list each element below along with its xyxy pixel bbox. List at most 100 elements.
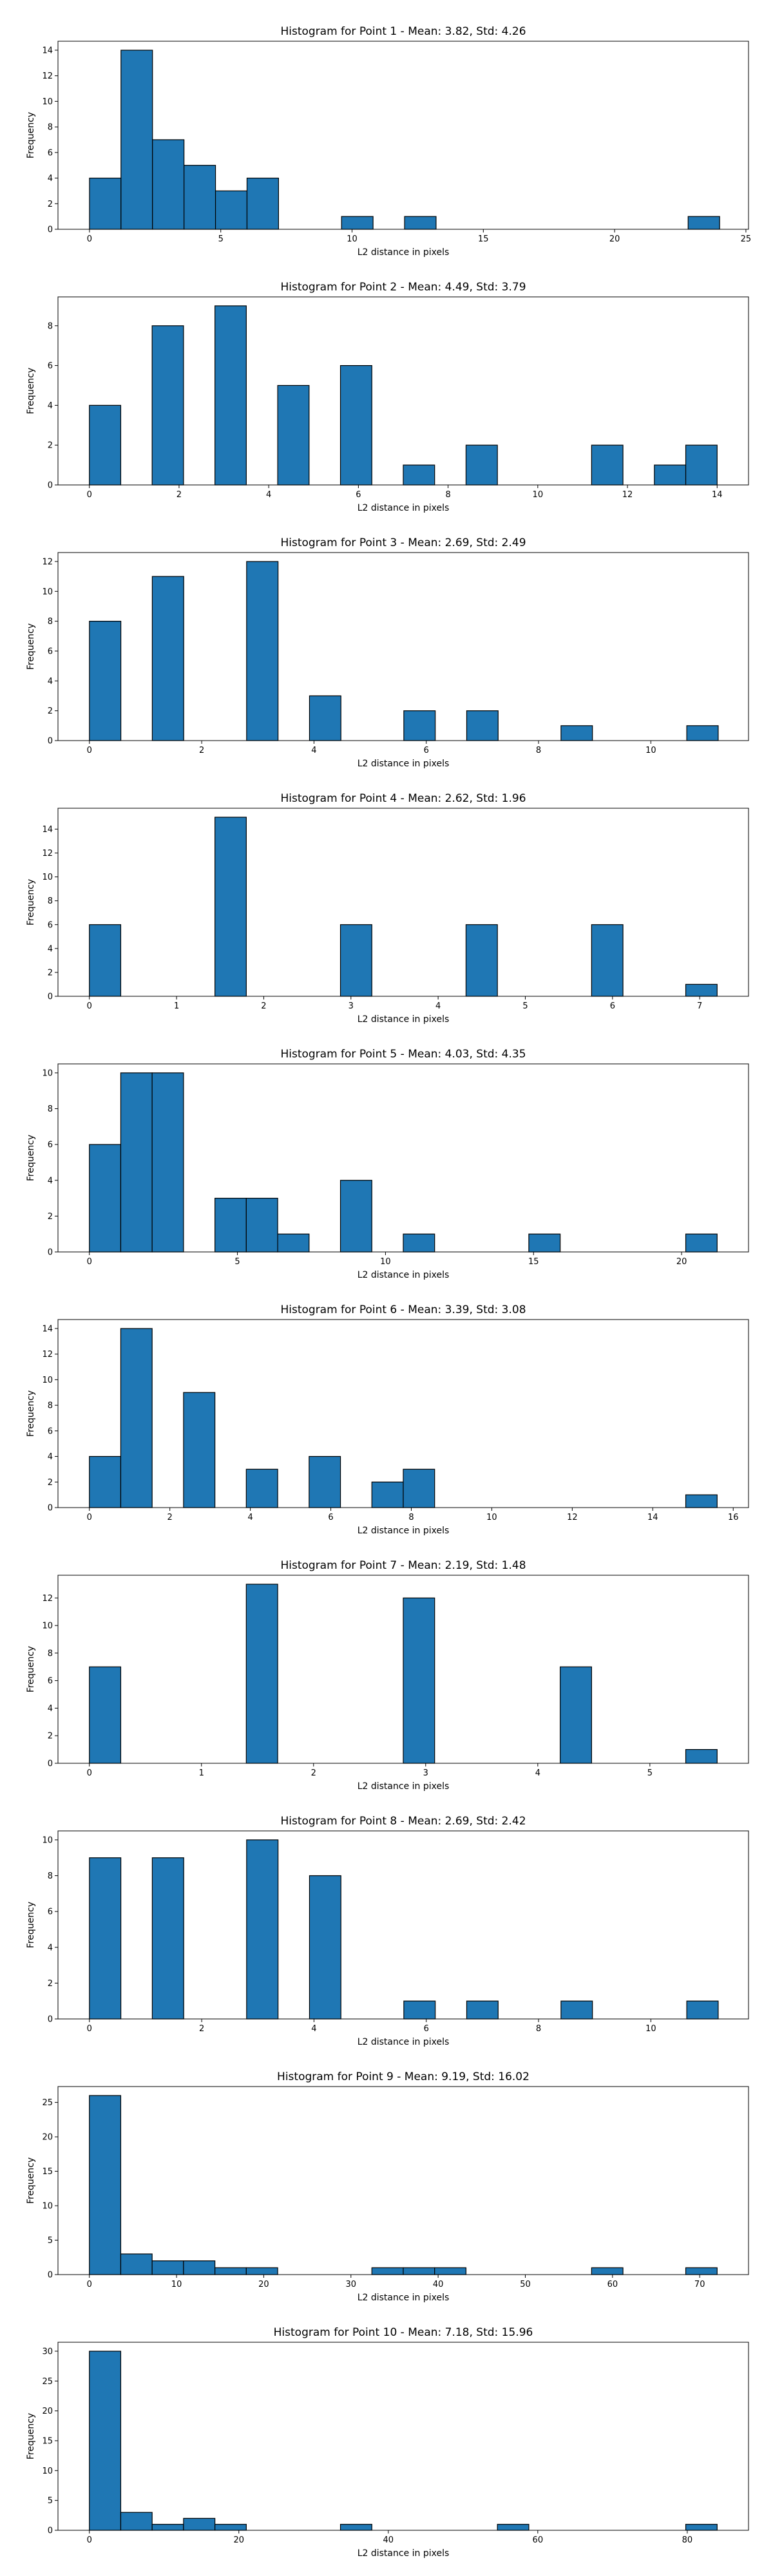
x-tick-label: 0 bbox=[87, 2024, 92, 2034]
histogram-bar bbox=[89, 924, 122, 997]
x-tick-label: 0 bbox=[87, 746, 92, 755]
x-tick-label: 10 bbox=[380, 1257, 391, 1267]
y-tick-label: 0 bbox=[48, 2271, 53, 2280]
axes-frame bbox=[57, 1319, 749, 1508]
histogram-bar bbox=[89, 2095, 122, 2275]
x-tick-label: 0 bbox=[87, 2535, 92, 2545]
y-tick-label: 0 bbox=[48, 481, 53, 491]
chart-title: Histogram for Point 2 - Mean: 4.49, Std:… bbox=[280, 281, 526, 294]
chart-panel-10: Histogram for Point 10 - Mean: 7.18, Std… bbox=[26, 2326, 749, 2559]
x-tick-label: 0 bbox=[87, 1257, 92, 1267]
x-tick-label: 6 bbox=[424, 2024, 429, 2034]
x-tick-label: 50 bbox=[520, 2280, 531, 2289]
histogram-bar bbox=[89, 1857, 122, 2020]
axes-frame bbox=[57, 552, 749, 741]
chart-title: Histogram for Point 7 - Mean: 2.19, Std:… bbox=[280, 1559, 526, 1572]
histogram-bar bbox=[151, 1072, 184, 1253]
y-tick-label: 2 bbox=[48, 441, 53, 451]
histogram-bar bbox=[560, 725, 593, 741]
histogram-bar bbox=[685, 444, 718, 486]
y-tick-label: 0 bbox=[48, 2015, 53, 2025]
histogram-bar bbox=[404, 216, 437, 230]
x-tick-label: 0 bbox=[87, 1513, 92, 1522]
y-tick-label: 2 bbox=[48, 1732, 53, 1741]
y-tick-label: 4 bbox=[48, 1704, 53, 1714]
histogram-bar bbox=[591, 444, 624, 486]
x-tick-label: 4 bbox=[311, 746, 316, 755]
x-tick-label: 3 bbox=[348, 1001, 354, 1011]
y-axis-label: Frequency bbox=[26, 1135, 36, 1181]
y-tick-label: 14 bbox=[42, 1324, 53, 1334]
x-tick-label: 2 bbox=[261, 1001, 266, 1011]
y-tick-label: 4 bbox=[48, 401, 53, 411]
x-tick-label: 15 bbox=[528, 1257, 539, 1267]
histogram-bar bbox=[120, 2512, 153, 2531]
x-tick-label: 60 bbox=[533, 2535, 544, 2545]
histogram-bar bbox=[120, 1072, 153, 1253]
y-axis-label: Frequency bbox=[26, 2413, 36, 2459]
chart-title: Histogram for Point 9 - Mean: 9.19, Std:… bbox=[277, 2070, 530, 2083]
y-tick-label: 20 bbox=[42, 2407, 53, 2416]
y-tick-label: 6 bbox=[48, 920, 53, 930]
chart-panel-6: Histogram for Point 6 - Mean: 3.39, Std:… bbox=[26, 1303, 749, 1536]
chart-title: Histogram for Point 10 - Mean: 7.18, Std… bbox=[274, 2326, 533, 2339]
y-axis-label: Frequency bbox=[26, 879, 36, 925]
histogram-bar bbox=[246, 561, 279, 741]
x-tick-label: 4 bbox=[435, 1001, 441, 1011]
x-tick-label: 5 bbox=[218, 234, 224, 244]
x-tick-label: 8 bbox=[536, 2024, 541, 2034]
x-tick-label: 4 bbox=[247, 1513, 253, 1522]
histogram-bar bbox=[686, 2000, 719, 2020]
y-tick-label: 0 bbox=[48, 737, 53, 746]
y-tick-label: 6 bbox=[48, 1676, 53, 1686]
x-tick-label: 60 bbox=[607, 2280, 618, 2289]
chart-title: Histogram for Point 5 - Mean: 4.03, Std:… bbox=[280, 1048, 526, 1061]
histogram-bar bbox=[246, 1839, 279, 2020]
x-axis-label: L2 distance in pixels bbox=[358, 247, 450, 258]
x-tick-label: 7 bbox=[697, 1001, 702, 1011]
x-tick-label: 6 bbox=[424, 746, 429, 755]
histogram-bar bbox=[215, 305, 247, 486]
y-tick-label: 20 bbox=[42, 2133, 53, 2143]
y-tick-label: 8 bbox=[48, 123, 53, 133]
y-tick-label: 6 bbox=[48, 1908, 53, 1917]
y-tick-label: 2 bbox=[48, 200, 53, 209]
y-tick-label: 8 bbox=[48, 1104, 53, 1114]
histogram-bar bbox=[184, 165, 216, 230]
x-tick-label: 2 bbox=[199, 2024, 204, 2034]
x-tick-label: 6 bbox=[356, 490, 361, 500]
x-tick-label: 10 bbox=[645, 746, 656, 755]
y-tick-label: 8 bbox=[48, 1649, 53, 1658]
chart-panel-3: Histogram for Point 3 - Mean: 2.69, Std:… bbox=[26, 536, 749, 769]
histogram-bar bbox=[371, 2267, 404, 2275]
axes-frame bbox=[57, 296, 749, 486]
y-tick-label: 25 bbox=[42, 2377, 53, 2387]
y-tick-label: 2 bbox=[48, 1212, 53, 1222]
histogram-bar bbox=[151, 2524, 184, 2531]
histogram-bar bbox=[339, 365, 372, 486]
x-tick-label: 12 bbox=[567, 1513, 578, 1522]
histogram-bar bbox=[685, 1233, 718, 1253]
x-tick-label: 1 bbox=[199, 1768, 204, 1778]
axes-frame bbox=[57, 2342, 749, 2531]
x-tick-label: 10 bbox=[533, 490, 544, 500]
y-tick-label: 6 bbox=[48, 647, 53, 656]
x-axis-label: L2 distance in pixels bbox=[358, 1270, 450, 1280]
y-tick-label: 15 bbox=[42, 2167, 53, 2177]
x-tick-label: 0 bbox=[87, 234, 92, 244]
x-tick-label: 5 bbox=[522, 1001, 528, 1011]
x-axis-label: L2 distance in pixels bbox=[358, 759, 450, 769]
y-tick-label: 12 bbox=[42, 71, 53, 81]
x-axis-label: L2 distance in pixels bbox=[358, 2037, 450, 2047]
chart-title: Histogram for Point 4 - Mean: 2.62, Std:… bbox=[280, 792, 526, 805]
histogram-bar bbox=[591, 2267, 624, 2275]
histogram-bar bbox=[89, 404, 122, 486]
y-tick-label: 10 bbox=[42, 1068, 53, 1078]
x-tick-label: 30 bbox=[346, 2280, 357, 2289]
y-tick-label: 0 bbox=[48, 1759, 53, 1769]
y-tick-label: 10 bbox=[42, 873, 53, 882]
y-tick-label: 12 bbox=[42, 1594, 53, 1604]
histogram-bar bbox=[465, 444, 498, 486]
x-axis-label: L2 distance in pixels bbox=[358, 2293, 450, 2303]
y-tick-label: 10 bbox=[42, 1835, 53, 1845]
